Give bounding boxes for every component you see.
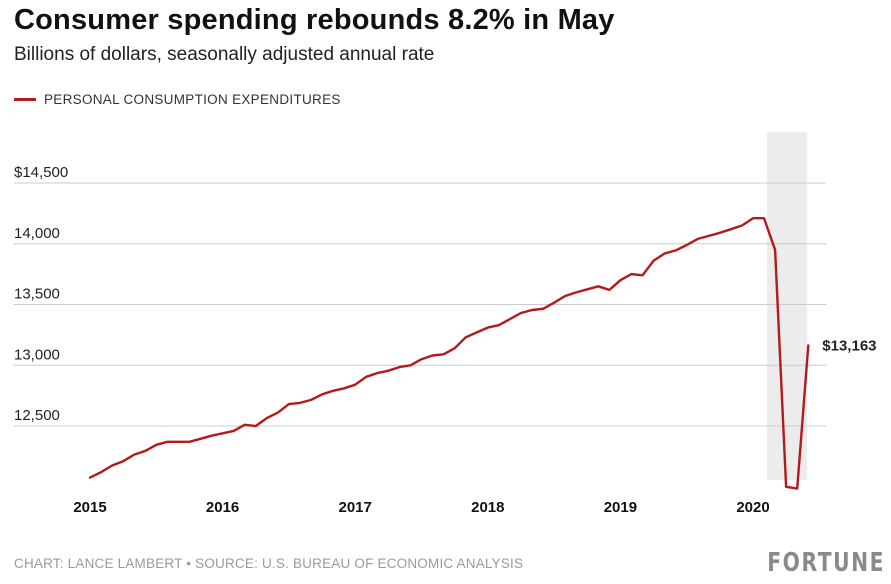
y-tick-label: 13,000 <box>14 346 60 363</box>
x-tick-label: 2020 <box>736 499 769 516</box>
source-credit: CHART: LANCE LAMBERT • SOURCE: U.S. BURE… <box>14 556 524 571</box>
shaded-period <box>767 132 808 480</box>
brand-logo: FORTUNE <box>767 548 885 578</box>
x-tick-label: 2019 <box>604 499 637 516</box>
legend-label: PERSONAL CONSUMPTION EXPENDITURES <box>44 92 341 107</box>
legend: PERSONAL CONSUMPTION EXPENDITURES <box>14 92 341 107</box>
x-tick-label: 2016 <box>206 499 239 516</box>
y-tick-label: $14,500 <box>14 164 68 181</box>
x-tick-label: 2017 <box>339 499 372 516</box>
x-tick-label: 2018 <box>471 499 504 516</box>
y-tick-label: 14,000 <box>14 225 60 242</box>
y-tick-label: 12,500 <box>14 407 60 424</box>
series-line <box>88 216 810 490</box>
y-tick-label: 13,500 <box>14 286 60 303</box>
chart-title: Consumer spending rebounds 8.2% in May <box>14 4 615 36</box>
legend-swatch <box>14 98 36 101</box>
end-value-label: $13,163 <box>822 337 876 354</box>
chart-subtitle: Billions of dollars, seasonally adjusted… <box>14 44 435 65</box>
x-tick-label: 2015 <box>73 499 106 516</box>
